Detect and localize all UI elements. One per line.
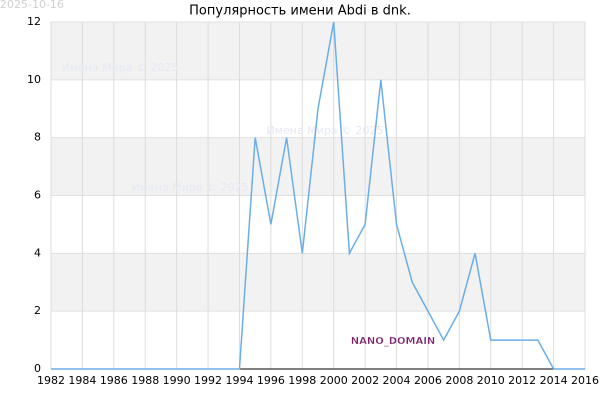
x-tick-label: 2004 xyxy=(383,374,411,387)
x-tick-label: 1998 xyxy=(288,374,316,387)
band xyxy=(51,137,585,196)
x-tick-label: 2010 xyxy=(477,374,505,387)
watermark: Имена Мира © 2025 xyxy=(266,124,383,137)
y-tick-label: 2 xyxy=(34,304,41,317)
x-tick-label: 2006 xyxy=(414,374,442,387)
chart-title: Популярность имени Abdi в dnk. xyxy=(189,4,411,19)
x-tick-label: 1996 xyxy=(257,374,285,387)
x-tick-label: 1992 xyxy=(194,374,222,387)
x-tick-label: 1986 xyxy=(100,374,128,387)
y-tick-label: 6 xyxy=(34,189,41,202)
annotation: NANO_DOMAIN xyxy=(351,336,436,347)
x-tick-label: 2016 xyxy=(571,374,599,387)
x-tick-label: 2000 xyxy=(320,374,348,387)
watermark: Имена Мира © 2025 xyxy=(61,61,178,74)
x-tick-label: 1990 xyxy=(163,374,191,387)
x-tick-label: 2008 xyxy=(445,374,473,387)
y-tick-label: 0 xyxy=(34,362,41,375)
band xyxy=(51,253,585,312)
x-tick-label: 2012 xyxy=(508,374,536,387)
line-series xyxy=(51,21,585,370)
x-tick-label: 1994 xyxy=(225,374,253,387)
x-tick-label: 1982 xyxy=(37,374,65,387)
y-tick-label: 12 xyxy=(27,15,41,28)
y-tick-label: 8 xyxy=(34,131,41,144)
x-tick-label: 2002 xyxy=(351,374,379,387)
band xyxy=(51,195,585,254)
date-stamp: 2025-10-16 xyxy=(0,0,64,11)
y-tick-label: 4 xyxy=(34,246,41,259)
x-tick-label: 1988 xyxy=(131,374,159,387)
band xyxy=(51,22,585,80)
x-tick-label: 1984 xyxy=(68,374,96,387)
x-tick-label: 2014 xyxy=(540,374,568,387)
y-tick-label: 10 xyxy=(27,73,41,86)
watermark: Имена Мира © 2025 xyxy=(131,181,248,194)
